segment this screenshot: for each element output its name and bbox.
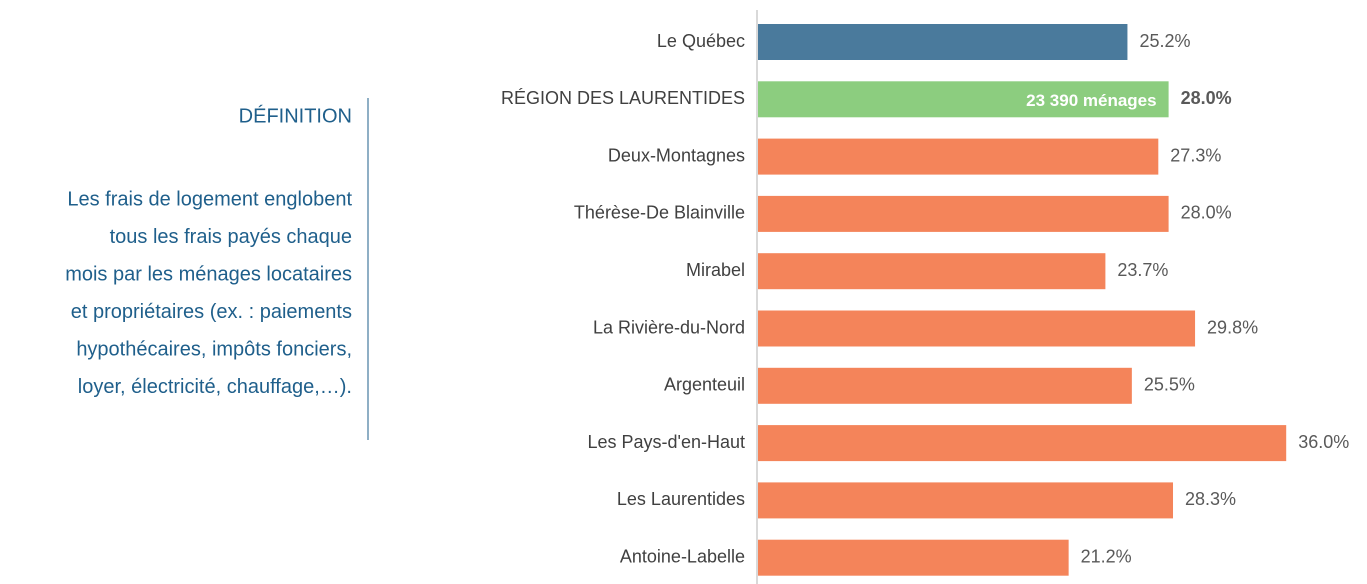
value-label: 25.2% bbox=[1139, 31, 1190, 51]
bar bbox=[758, 425, 1287, 462]
value-label: 25.5% bbox=[1144, 375, 1195, 395]
bar bbox=[758, 138, 1159, 175]
category-label: Deux-Montagnes bbox=[608, 145, 745, 165]
bar bbox=[758, 195, 1169, 232]
definition-line: hypothécaires, impôts fonciers, bbox=[76, 338, 352, 360]
definition-line: loyer, électricité, chauffage,…). bbox=[78, 376, 352, 398]
bar bbox=[758, 253, 1106, 290]
value-label: 29.8% bbox=[1207, 317, 1258, 337]
bar bbox=[758, 367, 1132, 404]
value-label: 28.0% bbox=[1181, 88, 1232, 108]
category-label: Antoine-Labelle bbox=[620, 546, 745, 566]
category-label: Thérèse-De Blainville bbox=[574, 203, 745, 223]
definition-line: Les frais de logement englobent bbox=[67, 188, 352, 210]
category-label: Le Québec bbox=[657, 31, 745, 51]
category-label: Argenteuil bbox=[664, 375, 745, 395]
bar bbox=[758, 539, 1069, 576]
category-label: Les Pays-d'en-Haut bbox=[587, 432, 745, 452]
category-label: La Rivière-du-Nord bbox=[593, 317, 745, 337]
bar bbox=[758, 482, 1174, 519]
category-label: RÉGION DES LAURENTIDES bbox=[501, 88, 745, 108]
category-label: Mirabel bbox=[686, 260, 745, 280]
value-label: 36.0% bbox=[1298, 432, 1349, 452]
bar bbox=[758, 81, 1169, 118]
value-label: 27.3% bbox=[1170, 145, 1221, 165]
definition-line: mois par les ménages locataires bbox=[65, 263, 352, 285]
value-label: 28.0% bbox=[1181, 203, 1232, 223]
definition-line: et propriétaires (ex. : paiements bbox=[71, 301, 352, 323]
bar-annotation: 23 390 ménages bbox=[1026, 91, 1156, 110]
value-label: 23.7% bbox=[1117, 260, 1168, 280]
category-label: Les Laurentides bbox=[617, 489, 745, 509]
definition-line: tous les frais payés chaque bbox=[110, 226, 352, 248]
value-label: 21.2% bbox=[1081, 546, 1132, 566]
definition-title: DÉFINITION bbox=[239, 104, 352, 127]
value-label: 28.3% bbox=[1185, 489, 1236, 509]
bar bbox=[758, 24, 1128, 60]
bar bbox=[758, 310, 1196, 347]
